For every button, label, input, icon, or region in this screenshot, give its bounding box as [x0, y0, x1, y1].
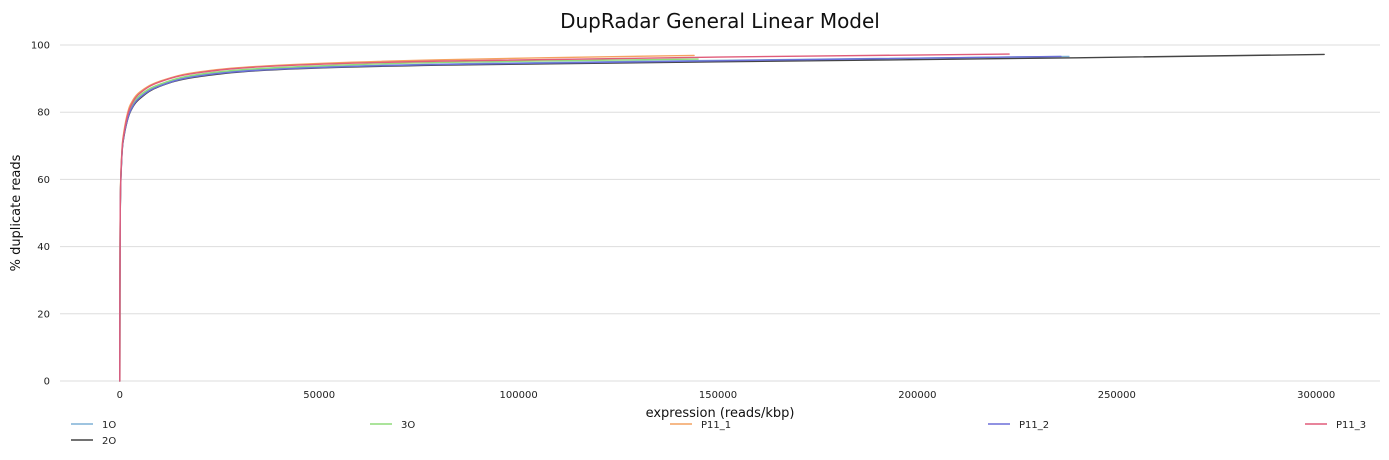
x-tick-label: 100000: [500, 390, 538, 401]
y-tick-label: 60: [37, 175, 50, 186]
chart-title: DupRadar General Linear Model: [560, 9, 880, 33]
y-tick-label: 0: [44, 377, 50, 388]
series-line-p11-3: [119, 53, 1010, 382]
x-tick-labels: 0 50000 100000 150000 200000 250000 300000: [117, 390, 1336, 401]
legend-label: 2O: [102, 436, 116, 447]
y-tick-label: 100: [31, 41, 50, 52]
y-tick-label: 20: [37, 309, 50, 320]
legend-item-p11-1: P11_1: [670, 420, 731, 431]
x-axis-label: expression (reads/kbp): [646, 406, 795, 421]
x-tick-label: 200000: [898, 390, 936, 401]
series-line-2o: [119, 53, 1325, 382]
legend: 1O 2O 3O P11_1 P11_2 P11_3: [71, 420, 1366, 447]
legend-label: 3O: [401, 420, 415, 431]
legend-item-p11-3: P11_3: [1305, 420, 1366, 431]
legend-item-1o: 1O: [71, 420, 116, 431]
gridlines: [60, 44, 1380, 382]
legend-label: P11_3: [1336, 420, 1366, 431]
legend-label: 1O: [102, 420, 116, 431]
x-tick-label: 150000: [699, 390, 737, 401]
y-tick-label: 40: [37, 242, 50, 253]
y-tick-labels: 0 20 40 60 80 100: [31, 41, 50, 388]
series-line-p11-2: [119, 55, 1062, 382]
y-tick-label: 80: [37, 108, 50, 119]
x-tick-label: 300000: [1297, 390, 1335, 401]
legend-item-2o: 2O: [71, 436, 116, 447]
legend-label: P11_1: [701, 420, 731, 431]
y-axis-label: % duplicate reads: [9, 154, 24, 271]
series-line-1o: [119, 55, 1070, 382]
x-tick-label: 250000: [1098, 390, 1136, 401]
legend-item-3o: 3O: [370, 420, 415, 431]
series-lines: [119, 53, 1325, 382]
x-tick-label: 0: [117, 390, 123, 401]
legend-item-p11-2: P11_2: [988, 420, 1049, 431]
legend-label: P11_2: [1019, 420, 1049, 431]
x-tick-label: 50000: [303, 390, 335, 401]
series-line-p11-1: [119, 54, 695, 382]
series-line-3o: [119, 58, 699, 382]
